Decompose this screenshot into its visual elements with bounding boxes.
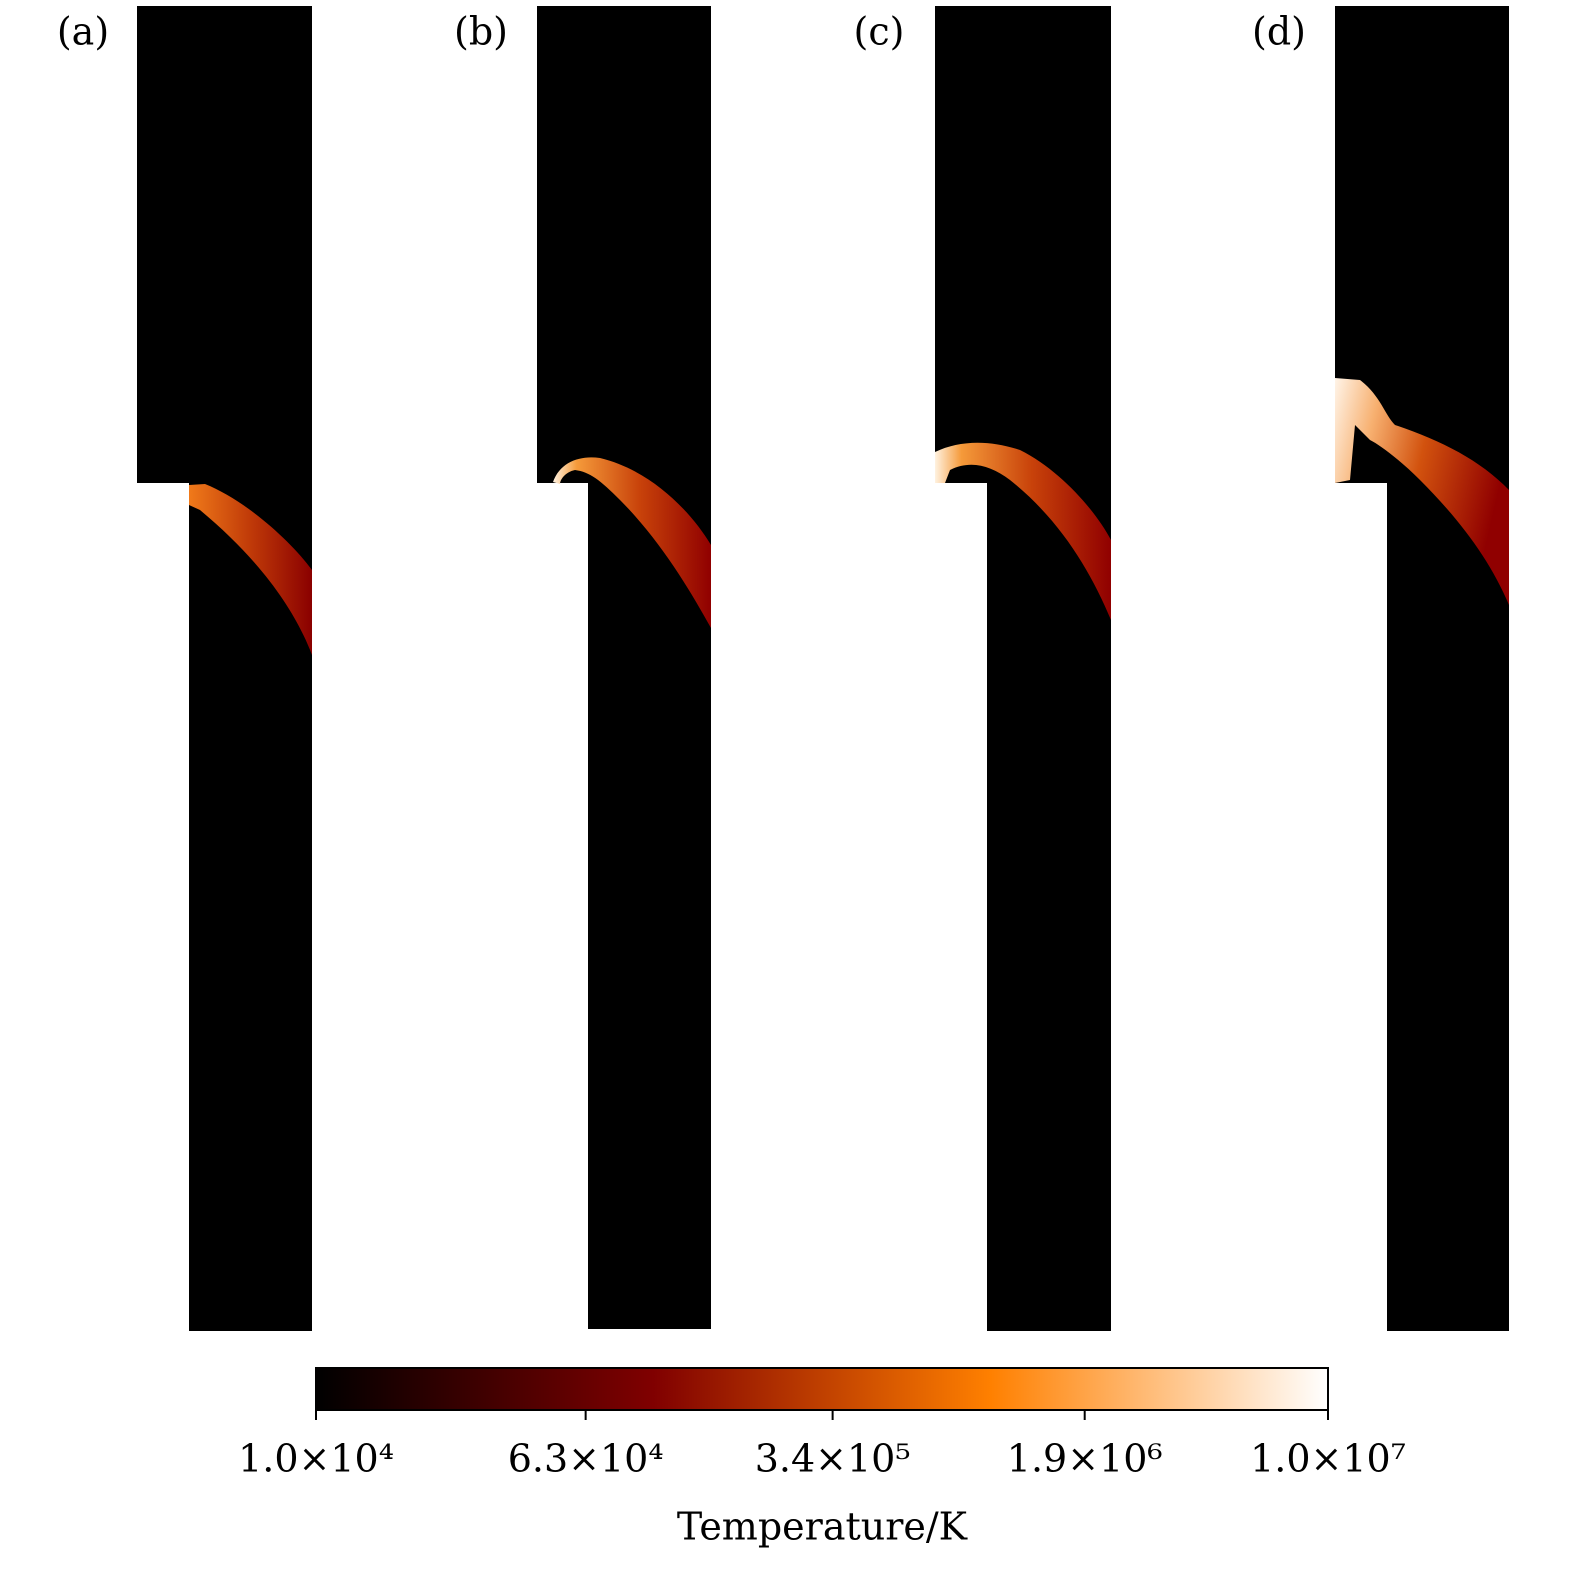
domain — [935, 6, 1111, 1331]
hot-region — [935, 442, 1111, 620]
panel-a: (a) — [57, 6, 312, 1331]
tick-label: 1.0×10⁴ — [238, 1437, 394, 1481]
tick-label: 3.4×10⁵ — [755, 1437, 911, 1481]
hot-region — [1335, 378, 1509, 605]
colorbar-label: Temperature/K — [677, 1505, 968, 1549]
colorbar: Temperature/K 1.0×10⁴ 6.3×10⁴ 3.4×10⁵ 1.9×1… — [238, 1367, 1406, 1549]
tick-label: 1.0×10⁷ — [1250, 1437, 1406, 1481]
panel-label: (c) — [854, 10, 905, 54]
panel-label: (a) — [57, 10, 109, 54]
domain — [537, 6, 711, 1329]
panel-label: (d) — [1252, 10, 1306, 54]
panel-d: (d) — [1252, 6, 1509, 1331]
panel-label: (b) — [454, 10, 508, 54]
tick-label: 1.9×10⁶ — [1007, 1437, 1163, 1481]
domain — [1335, 6, 1509, 1331]
hot-region — [189, 484, 312, 655]
hot-region — [553, 457, 711, 628]
tick-label: 6.3×10⁴ — [508, 1437, 664, 1481]
panel-c: (c) — [854, 6, 1111, 1331]
colorbar-gradient — [315, 1367, 1329, 1411]
panel-b: (b) — [454, 6, 711, 1329]
domain — [137, 6, 312, 1331]
